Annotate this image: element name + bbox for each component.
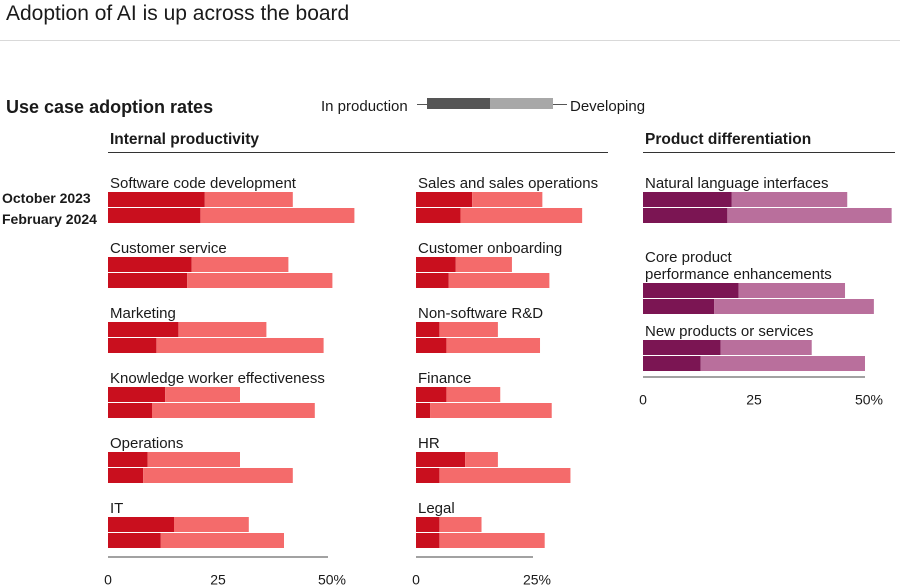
tick-label-right-0: 0 (412, 572, 420, 588)
bar-production-oct-2023-software-code-development (108, 192, 205, 207)
category-label-core-product-performance-enhancements-line2: performance enhancements (645, 266, 832, 283)
bar-production-oct-2023-new-products-or-services (643, 340, 721, 355)
page-title: Adoption of AI is up across the board (6, 2, 350, 25)
bar-production-feb-2024-sales-and-sales-operations (416, 208, 461, 223)
bar-production-feb-2024-customer-onboarding (416, 273, 449, 288)
bar-production-feb-2024-core-product-performance-enhancements (643, 299, 715, 314)
bar-production-oct-2023-non-software-r-d (416, 322, 440, 337)
bar-production-oct-2023-hr (416, 452, 466, 467)
bar-developing-oct-2023-software-code-development (204, 192, 293, 207)
bar-developing-oct-2023-customer-onboarding (455, 257, 512, 272)
section-rule-product (643, 152, 895, 153)
bar-developing-oct-2023-it (174, 517, 249, 532)
tick-label-left-0: 0 (104, 572, 112, 588)
bar-developing-feb-2024-operations (143, 468, 293, 483)
bar-production-feb-2024-marketing (108, 338, 157, 353)
bar-developing-feb-2024-marketing (156, 338, 324, 353)
bar-developing-oct-2023-marketing (178, 322, 267, 337)
category-label-finance: Finance (418, 370, 471, 387)
tick-label-left-50: 50% (318, 572, 346, 588)
category-label-it: IT (110, 500, 123, 517)
bar-developing-oct-2023-legal (439, 517, 482, 532)
date-label-february-2024: February 2024 (2, 211, 97, 227)
category-label-new-products-or-services: New products or services (645, 323, 813, 340)
bar-developing-feb-2024-hr (439, 468, 571, 483)
bar-developing-feb-2024-customer-onboarding (448, 273, 550, 288)
bar-developing-feb-2024-new-products-or-services (700, 356, 865, 371)
bar-developing-feb-2024-finance (430, 403, 552, 418)
bar-developing-oct-2023-knowledge-worker-effectiveness (165, 387, 240, 402)
section-rule-internal (108, 152, 608, 153)
category-label-knowledge-worker-effectiveness: Knowledge worker effectiveness (110, 370, 325, 387)
bar-developing-feb-2024-sales-and-sales-operations (460, 208, 583, 223)
bar-production-oct-2023-operations (108, 452, 148, 467)
bar-production-oct-2023-marketing (108, 322, 179, 337)
bar-production-oct-2023-it (108, 517, 174, 532)
bar-production-oct-2023-sales-and-sales-operations (416, 192, 473, 207)
category-label-operations: Operations (110, 435, 183, 452)
bar-production-feb-2024-non-software-r-d (416, 338, 447, 353)
bar-developing-oct-2023-core-product-performance-enhancements (738, 283, 846, 298)
bar-developing-oct-2023-non-software-r-d (439, 322, 498, 337)
category-label-customer-service: Customer service (110, 240, 227, 257)
category-label-software-code-development: Software code development (110, 175, 297, 192)
section-title-internal: Internal productivity (110, 131, 259, 148)
bar-developing-oct-2023-finance (446, 387, 501, 402)
bar-production-feb-2024-software-code-development (108, 208, 201, 223)
legend-developing-swatch (490, 98, 553, 109)
bar-production-oct-2023-legal (416, 517, 440, 532)
bar-production-feb-2024-customer-service (108, 273, 188, 288)
bar-developing-oct-2023-new-products-or-services (720, 340, 812, 355)
section-title-product: Product differentiation (645, 131, 812, 148)
bar-developing-feb-2024-software-code-development (200, 208, 355, 223)
title-divider (0, 40, 900, 41)
category-label-natural-language-interfaces: Natural language interfaces (645, 175, 828, 192)
bar-production-feb-2024-operations (108, 468, 144, 483)
bar-developing-feb-2024-knowledge-worker-effectiveness (152, 403, 315, 418)
bar-production-oct-2023-core-product-performance-enhancements (643, 283, 739, 298)
category-label-hr: HR (418, 435, 440, 452)
bar-production-feb-2024-natural-language-interfaces (643, 208, 728, 223)
bar-production-feb-2024-legal (416, 533, 440, 548)
category-label-core-product-performance-enhancements-line1: Core product (645, 249, 733, 266)
bar-developing-feb-2024-core-product-performance-enhancements (714, 299, 874, 314)
date-label-october-2023: October 2023 (2, 190, 91, 206)
chart-subtitle: Use case adoption rates (6, 97, 214, 117)
bar-developing-oct-2023-operations (147, 452, 240, 467)
bar-production-oct-2023-knowledge-worker-effectiveness (108, 387, 166, 402)
bar-developing-feb-2024-customer-service (187, 273, 333, 288)
legend-developing-label: Developing (570, 98, 646, 115)
legend-production-swatch (427, 98, 490, 109)
bar-developing-oct-2023-customer-service (191, 257, 289, 272)
bar-production-feb-2024-finance (416, 403, 431, 418)
bar-developing-oct-2023-natural-language-interfaces (731, 192, 848, 207)
bar-production-oct-2023-finance (416, 387, 447, 402)
tick-label-right-25: 25% (523, 572, 551, 588)
bar-production-oct-2023-customer-onboarding (416, 257, 456, 272)
bar-production-oct-2023-customer-service (108, 257, 192, 272)
tick-label-product-25: 25 (746, 392, 762, 408)
category-label-customer-onboarding: Customer onboarding (418, 240, 562, 257)
bar-production-feb-2024-new-products-or-services (643, 356, 701, 371)
bar-production-feb-2024-hr (416, 468, 440, 483)
legend-production-label: In production (321, 98, 408, 115)
category-label-legal: Legal (418, 500, 455, 517)
bar-production-oct-2023-natural-language-interfaces (643, 192, 732, 207)
bar-developing-oct-2023-hr (465, 452, 498, 467)
tick-label-product-50: 50% (855, 392, 883, 408)
bar-production-feb-2024-it (108, 533, 161, 548)
category-label-non-software-r-d: Non-software R&D (418, 305, 543, 322)
bar-developing-feb-2024-it (160, 533, 284, 548)
category-label-marketing: Marketing (110, 305, 176, 322)
bar-developing-feb-2024-non-software-r-d (446, 338, 541, 353)
tick-label-product-0: 0 (639, 392, 647, 408)
bar-developing-oct-2023-sales-and-sales-operations (472, 192, 543, 207)
bar-developing-feb-2024-natural-language-interfaces (727, 208, 892, 223)
tick-label-left-25: 25 (210, 572, 226, 588)
bar-developing-feb-2024-legal (439, 533, 545, 548)
category-label-sales-and-sales-operations: Sales and sales operations (418, 175, 598, 192)
bar-production-feb-2024-knowledge-worker-effectiveness (108, 403, 152, 418)
